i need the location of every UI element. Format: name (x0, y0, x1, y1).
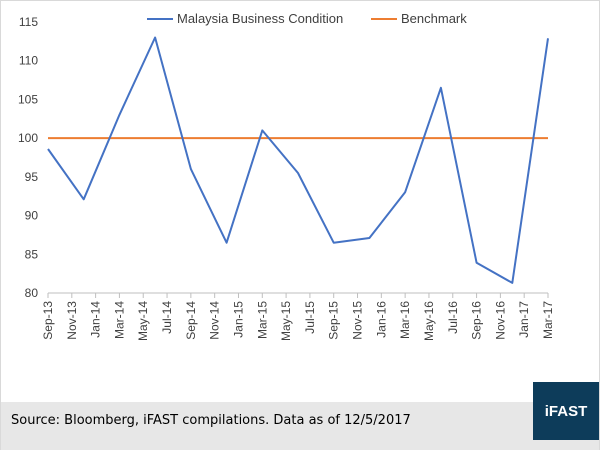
x-tick-label: Jan-17 (517, 301, 531, 338)
x-tick-label: Sep-13 (41, 301, 55, 340)
y-tick-label: 110 (19, 54, 38, 68)
y-tick-label: 80 (25, 286, 39, 300)
x-tick-label: May-16 (422, 301, 436, 341)
footer: Source: Bloomberg, iFAST compilations. D… (1, 382, 599, 450)
x-tick-label: Mar-14 (112, 301, 126, 339)
x-tick-label: Jul-16 (446, 301, 460, 334)
y-tick-label: 90 (25, 209, 39, 223)
x-tick-label: Mar-16 (398, 301, 412, 339)
y-tick-label: 95 (25, 170, 39, 184)
ifast-logo: iFAST (533, 382, 599, 440)
x-tick-label: Sep-15 (327, 301, 341, 340)
x-tick-label: Jul-14 (160, 301, 174, 334)
legend: Malaysia Business Condition Benchmark (147, 11, 467, 26)
x-tick-label: May-14 (136, 301, 150, 341)
x-tick-label: Nov-13 (65, 301, 79, 340)
x-tick-label: Sep-14 (184, 301, 198, 340)
x-axis: Sep-13 Nov-13 Jan-14 Mar-14 May-14 Jul-14 Sep-… (41, 292, 555, 341)
x-tick-label: Mar-17 (541, 301, 555, 339)
legend-label: Benchmark (401, 11, 467, 26)
x-tick-label: Nov-16 (493, 301, 507, 340)
y-tick-label: 115 (19, 15, 38, 29)
y-axis: 80 85 90 95 100 105 110 115 (18, 15, 38, 300)
y-tick-label: 105 (18, 92, 38, 106)
y-tick-label: 100 (18, 131, 38, 145)
x-tick-label: Jul-15 (303, 301, 317, 334)
x-tick-label: Sep-16 (470, 301, 484, 340)
x-tick-label: Jan-15 (231, 301, 245, 338)
y-tick-label: 85 (25, 247, 39, 261)
source-note: Source: Bloomberg, iFAST compilations. D… (11, 413, 411, 428)
line-chart: 80 85 90 95 100 105 110 115 Sep-13 Nov-13 Jan-14 M… (18, 11, 555, 341)
x-tick-label: Nov-14 (208, 301, 222, 340)
x-tick-label: Jan-16 (374, 301, 388, 338)
series-line-malaysia-business-condition (47, 36, 549, 284)
x-tick-label: Jan-14 (89, 301, 103, 338)
legend-label: Malaysia Business Condition (177, 11, 343, 26)
x-tick-label: Mar-15 (255, 301, 269, 339)
x-tick-label: May-15 (279, 301, 293, 341)
x-tick-label: Nov-15 (351, 301, 365, 340)
series-layer (47, 36, 549, 284)
